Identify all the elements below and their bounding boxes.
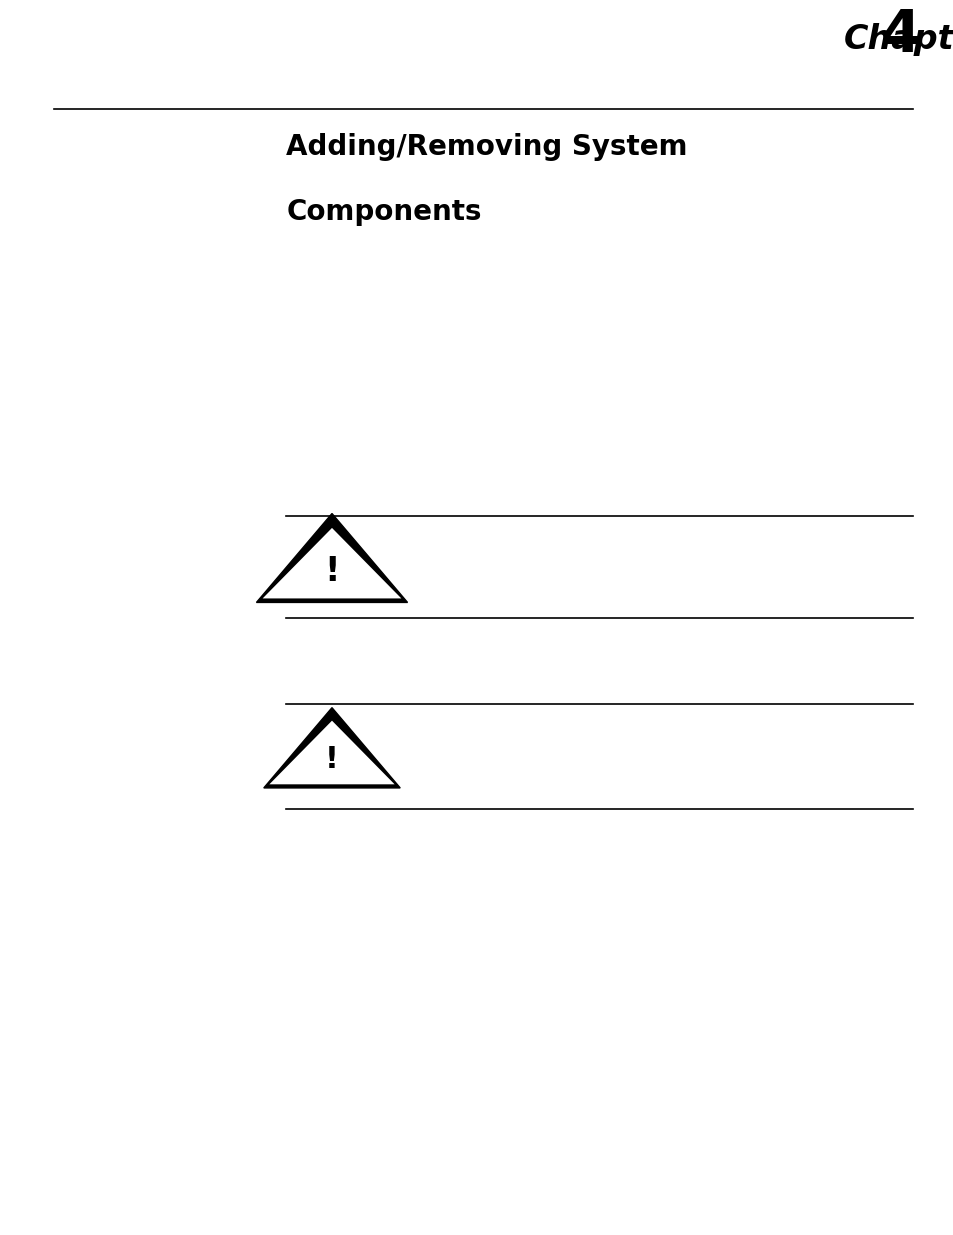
Polygon shape — [263, 708, 399, 788]
Polygon shape — [262, 527, 401, 599]
Text: Chapter: Chapter — [843, 22, 953, 56]
Polygon shape — [269, 721, 395, 784]
Text: !: ! — [324, 555, 339, 588]
Text: 4: 4 — [879, 7, 920, 64]
Text: Components: Components — [286, 198, 481, 226]
Text: Adding/Removing System: Adding/Removing System — [286, 132, 687, 161]
Text: !: ! — [325, 746, 338, 774]
Polygon shape — [256, 514, 407, 603]
